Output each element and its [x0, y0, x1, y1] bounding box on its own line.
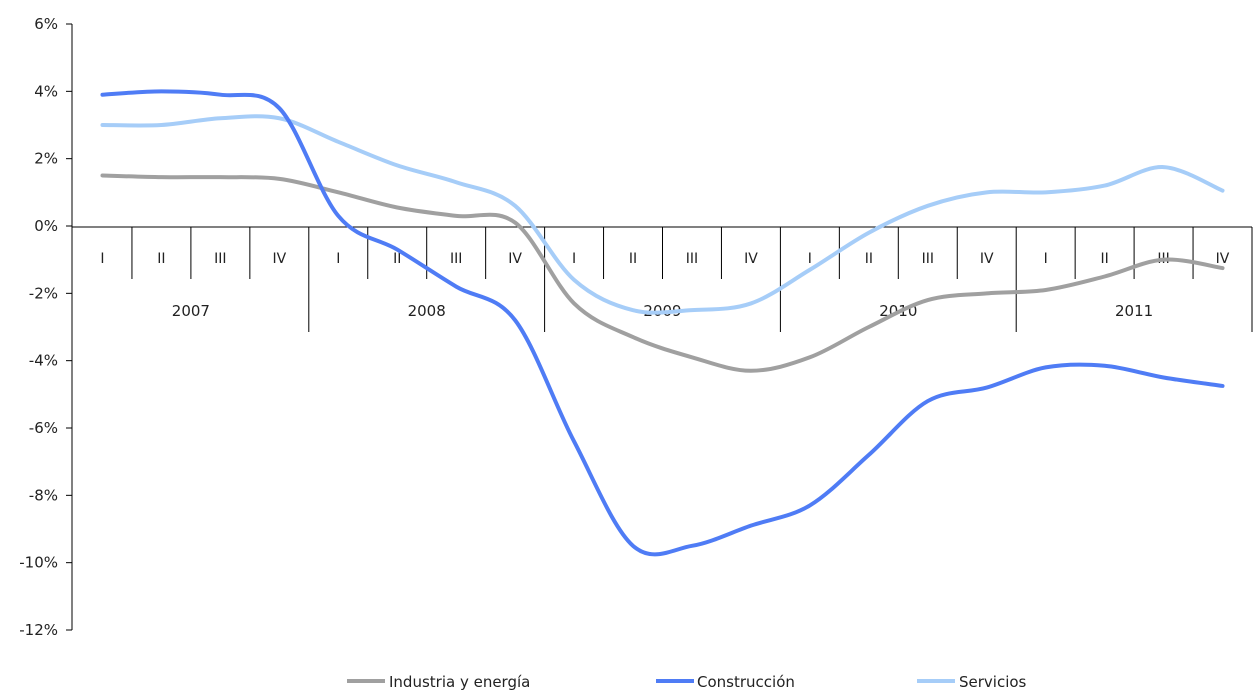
quarter-label: I — [100, 251, 104, 267]
legend-item: Construcción — [656, 673, 795, 691]
quarter-label: II — [865, 251, 873, 267]
quarter-label: II — [629, 251, 637, 267]
series-line-servicios — [100, 114, 1225, 315]
quarter-label: I — [1044, 251, 1048, 267]
year-label: 2008 — [408, 302, 446, 320]
series-line-industria-y-energia — [100, 173, 1225, 373]
quarter-label: IV — [980, 251, 994, 267]
y-tick-label: 2% — [34, 150, 58, 168]
quarter-label: IV — [272, 251, 286, 267]
quarter-label: III — [686, 251, 698, 267]
legend-label: Industria y energía — [389, 673, 530, 691]
quarter-label: II — [1100, 251, 1108, 267]
quarter-label: III — [214, 251, 226, 267]
y-tick-label: -4% — [29, 352, 58, 370]
series-line-construccion — [100, 89, 1225, 557]
y-tick-label: 4% — [34, 82, 58, 100]
quarter-label: II — [157, 251, 165, 267]
quarter-label: I — [572, 251, 576, 267]
year-label: 2007 — [172, 302, 210, 320]
quarter-label: IV — [744, 251, 758, 267]
quarter-label: IV — [1216, 251, 1230, 267]
legend-item: Servicios — [917, 673, 1027, 691]
y-tick-label: -2% — [29, 284, 58, 302]
y-tick-label: 0% — [34, 217, 58, 235]
legend-label: Servicios — [959, 673, 1027, 691]
y-tick-label: -8% — [29, 486, 58, 504]
quarter-label: II — [393, 251, 401, 267]
legend-label: Construcción — [697, 673, 795, 691]
quarter-label: III — [450, 251, 462, 267]
legend-item: Industria y energía — [347, 673, 530, 691]
quarter-label: I — [808, 251, 812, 267]
year-label: 2011 — [1115, 302, 1153, 320]
y-tick-label: -12% — [19, 621, 58, 639]
y-tick-label: 6% — [34, 15, 58, 33]
quarter-label: III — [922, 251, 934, 267]
quarter-label: IV — [508, 251, 522, 267]
y-tick-label: -6% — [29, 419, 58, 437]
quarter-label: I — [336, 251, 340, 267]
y-tick-label: -10% — [19, 554, 58, 572]
